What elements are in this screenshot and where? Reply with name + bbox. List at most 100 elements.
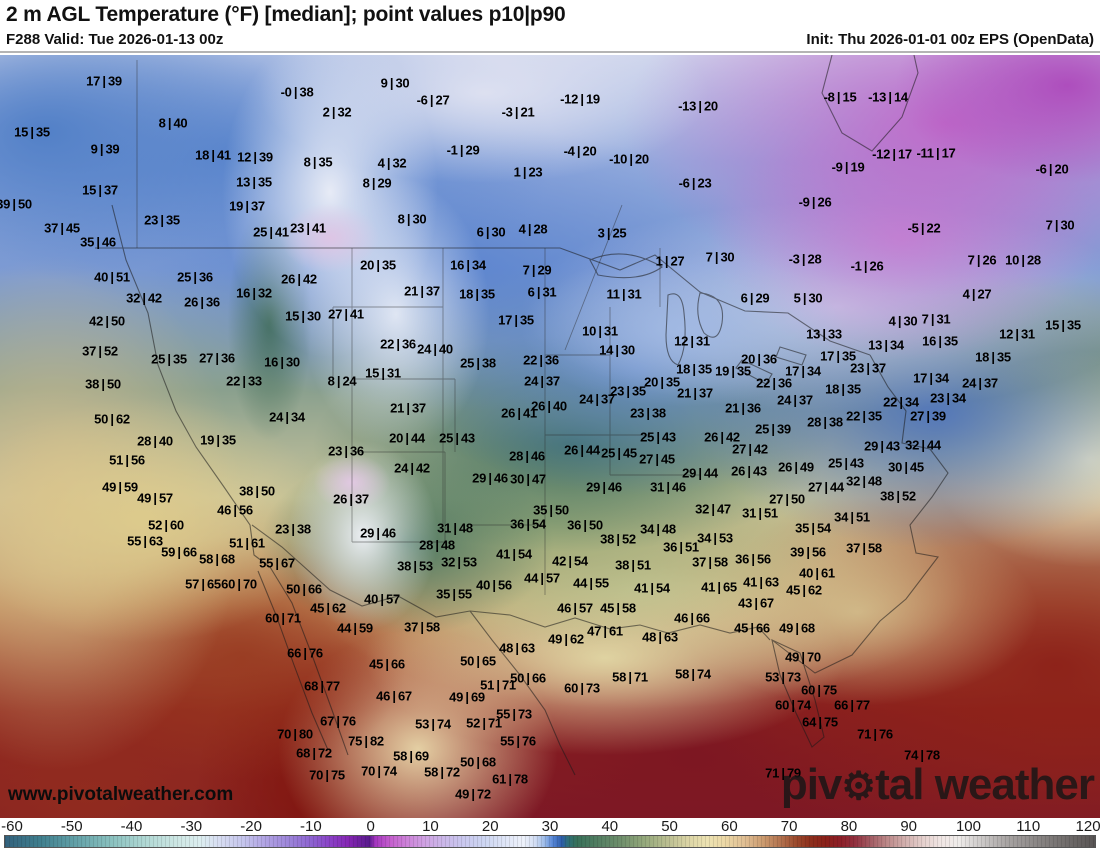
- colorbar-tick: 60: [721, 818, 738, 835]
- point-value: 41 | 54: [496, 546, 532, 562]
- point-value: 12 | 31: [674, 333, 710, 349]
- point-value: -10 | 20: [609, 151, 649, 167]
- point-value: 26 | 36: [184, 294, 220, 310]
- point-value: 15 | 31: [365, 365, 401, 381]
- point-value: 38 | 51: [615, 557, 651, 573]
- colorbar-tick: 40: [601, 818, 619, 835]
- point-value: 20 | 35: [644, 374, 680, 390]
- point-value: 74 | 78: [904, 747, 940, 763]
- lake-erie: [735, 359, 773, 385]
- lake-michigan: [665, 293, 686, 366]
- point-value: 27 | 36: [199, 350, 235, 366]
- point-value: 64 | 75: [802, 714, 838, 730]
- mexico-east-coastline: [469, 610, 576, 776]
- point-value: 23 | 35: [144, 212, 180, 228]
- point-value: 55 | 63: [127, 533, 163, 549]
- point-value: 55 | 73: [496, 706, 532, 722]
- map-title: 2 m AGL Temperature (°F) [median]; point…: [6, 3, 566, 26]
- point-value: 8 | 29: [362, 175, 392, 191]
- point-value: 60 | 70: [221, 576, 257, 592]
- point-value: 37 | 58: [846, 540, 882, 556]
- lake-superior: [589, 253, 663, 279]
- point-value: 5 | 30: [793, 290, 823, 306]
- point-value: 17 | 39: [86, 73, 122, 89]
- point-value: 28 | 38: [807, 414, 843, 430]
- point-value: 28 | 48: [419, 537, 455, 553]
- point-value: 23 | 37: [850, 360, 886, 376]
- point-value: 45 | 62: [310, 600, 346, 616]
- point-value: 51 | 61: [229, 535, 265, 551]
- brand-watermark: piv⚙tal weather: [781, 760, 1095, 810]
- point-value: 68 | 77: [304, 678, 340, 694]
- point-value: 18 | 35: [459, 286, 495, 302]
- point-value: -12 | 19: [560, 91, 600, 107]
- point-value: 23 | 41: [290, 220, 326, 236]
- point-value: -1 | 29: [446, 142, 480, 158]
- point-value: 18 | 41: [195, 147, 231, 163]
- point-value: 11 | 31: [606, 286, 642, 302]
- point-value: 25 | 36: [177, 269, 213, 285]
- point-value: 26 | 42: [281, 271, 317, 287]
- gear-icon: ⚙: [841, 765, 876, 808]
- point-value: 38 | 50: [239, 483, 275, 499]
- point-value: 70 | 74: [361, 763, 397, 779]
- point-value: 60 | 75: [801, 682, 837, 698]
- point-value: 3 | 25: [597, 225, 627, 241]
- point-value: 46 | 57: [557, 600, 593, 616]
- point-value: -5 | 22: [907, 220, 941, 236]
- point-value: 37 | 45: [44, 220, 80, 236]
- point-value: 23 | 34: [930, 390, 966, 406]
- colorbar-tick: 50: [661, 818, 678, 835]
- point-value: 53 | 74: [415, 716, 451, 732]
- point-value: 7 | 30: [1045, 217, 1075, 233]
- point-value: -9 | 19: [831, 159, 865, 175]
- point-value: -8 | 15: [823, 89, 857, 105]
- colorbar-tick: 80: [840, 818, 858, 835]
- point-value: 15 | 35: [14, 124, 50, 140]
- point-value: 22 | 35: [846, 408, 882, 424]
- point-value: 4 | 30: [888, 313, 918, 329]
- colorbar-tick: 90: [900, 818, 918, 835]
- point-value: 41 | 65: [701, 579, 737, 595]
- point-value: 45 | 58: [600, 600, 636, 616]
- point-value: 15 | 30: [285, 308, 321, 324]
- point-value: 58 | 71: [612, 669, 648, 685]
- website-watermark: www.pivotalweather.com: [8, 784, 234, 805]
- point-value: 34 | 53: [697, 530, 733, 546]
- point-value: 13 | 33: [806, 326, 842, 342]
- florida-coastline: [771, 639, 825, 748]
- point-value: 26 | 42: [704, 429, 740, 445]
- point-value: 22 | 34: [883, 394, 919, 410]
- point-value: 30 | 47: [510, 471, 546, 487]
- colorbar-tick: -60: [1, 818, 23, 835]
- point-value: 38 | 53: [397, 558, 433, 574]
- us-mexico-border: [251, 524, 471, 618]
- point-value: 55 | 67: [259, 555, 295, 571]
- point-value: 29 | 46: [472, 470, 508, 486]
- point-value: 15 | 37: [82, 182, 118, 198]
- point-value: 8 | 40: [158, 115, 188, 131]
- point-value: 44 | 59: [337, 620, 373, 636]
- point-value: 26 | 41: [501, 405, 537, 421]
- point-value: 28 | 40: [137, 433, 173, 449]
- east-coastline: [771, 354, 949, 674]
- point-value: 37 | 58: [692, 554, 728, 570]
- point-value: 17 | 35: [820, 348, 856, 364]
- point-value: 49 | 57: [137, 490, 173, 506]
- point-value: 47 | 61: [587, 623, 623, 639]
- colorbar-tick: 110: [1016, 818, 1041, 835]
- point-value: 49 | 68: [779, 620, 815, 636]
- point-value: 13 | 34: [868, 337, 904, 353]
- point-value: 50 | 62: [94, 411, 130, 427]
- point-value: 31 | 46: [650, 479, 686, 495]
- point-value: 38 | 52: [880, 488, 916, 504]
- baja-coastline: [257, 570, 329, 751]
- point-value: -3 | 21: [501, 104, 535, 120]
- point-value: -9 | 26: [798, 194, 832, 210]
- point-value: 46 | 56: [217, 502, 253, 518]
- point-value: 12 | 31: [999, 326, 1035, 342]
- point-value: 60 | 74: [775, 697, 811, 713]
- point-value: 25 | 43: [439, 430, 475, 446]
- point-value: 58 | 69: [393, 748, 429, 764]
